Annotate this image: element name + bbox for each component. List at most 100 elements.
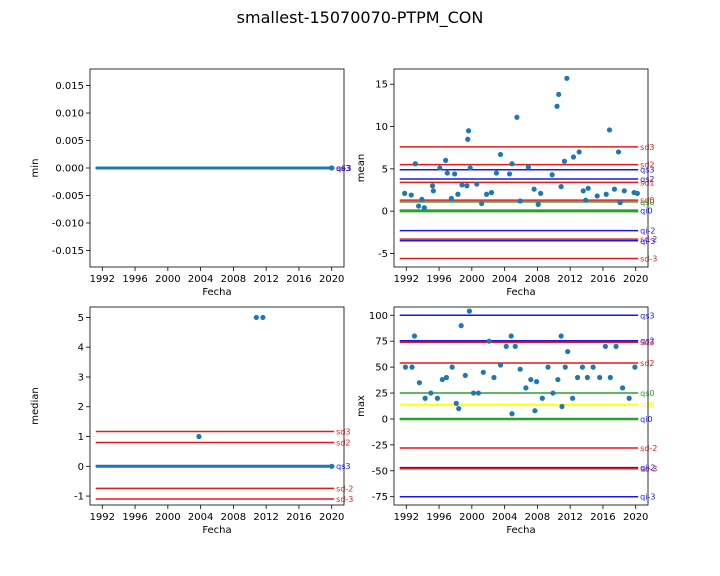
- subplot-mean: sd3sd2qs3qs2sd1sd0qs0qi0qi-2sd-2qi-3sd-3…: [356, 68, 657, 298]
- y-tick-label: -5: [378, 249, 388, 260]
- data-point: [517, 366, 523, 372]
- y-axis-label: mean: [356, 154, 367, 182]
- x-tick-label: 2012: [557, 512, 582, 523]
- x-tick-label: 1992: [394, 512, 419, 523]
- data-point: [574, 374, 581, 381]
- y-tick-label: 75: [375, 337, 388, 348]
- data-point: [434, 395, 441, 401]
- x-tick-label: 1992: [90, 274, 115, 285]
- reference-label-sd-2: sd-2: [640, 444, 657, 453]
- x-tick-label: 2004: [492, 512, 517, 523]
- data-point: [459, 182, 465, 188]
- data-point: [558, 333, 564, 339]
- data-point: [545, 364, 551, 370]
- y-tick-label: -75: [372, 492, 388, 503]
- reference-label-sd2: sd2: [640, 161, 654, 170]
- y-tick-label: 15: [375, 80, 388, 91]
- data-point: [455, 191, 461, 197]
- reference-label-qi0: qi0: [640, 415, 652, 424]
- x-tick-label: 1996: [122, 512, 147, 523]
- y-tick-label: -0.010: [52, 219, 84, 230]
- data-point: [579, 364, 586, 370]
- y-tick-label: 0.005: [55, 136, 84, 147]
- x-tick-label: 1996: [426, 512, 451, 523]
- data-point: [416, 380, 422, 386]
- data-point: [429, 183, 436, 189]
- y-tick-label: -25: [372, 440, 388, 451]
- data-point: [559, 403, 565, 410]
- data-point: [584, 374, 590, 381]
- data-point: [535, 201, 541, 207]
- y-tick-label: 5: [382, 164, 388, 175]
- data-point: [408, 192, 414, 198]
- reference-label-sd3: sd3: [640, 338, 654, 347]
- data-point: [483, 191, 490, 197]
- data-point: [329, 165, 335, 171]
- data-point: [514, 114, 520, 120]
- y-tick-label: 1: [78, 432, 84, 443]
- data-point: [467, 165, 473, 171]
- x-tick-label: 1996: [426, 274, 451, 285]
- y-tick-label: 10: [375, 122, 388, 133]
- data-point: [448, 195, 454, 202]
- reference-label-qs3: qs3: [640, 311, 654, 320]
- data-point: [443, 157, 449, 163]
- data-point: [456, 405, 462, 412]
- x-tick-label: 2000: [459, 274, 484, 285]
- x-tick-label: 2008: [525, 274, 550, 285]
- x-tick-label: 2000: [459, 512, 484, 523]
- data-point: [626, 395, 632, 401]
- x-tick-label: 2016: [590, 512, 615, 523]
- reference-label-sd-3: sd-3: [336, 495, 353, 504]
- figure-title: smallest-15070070-PTPM_CON: [236, 8, 484, 27]
- x-tick-label: 2004: [492, 274, 517, 285]
- x-tick-label: 2016: [286, 512, 311, 523]
- x-tick-label: 2012: [557, 274, 582, 285]
- reference-label-sd1: sd1: [640, 178, 654, 187]
- x-tick-label: 2000: [155, 512, 180, 523]
- data-point: [512, 343, 518, 349]
- data-point: [444, 170, 450, 176]
- reference-label-qs3: qs3: [336, 164, 350, 173]
- reference-label-sd-2: sd-2: [336, 484, 353, 493]
- x-tick-label: 2012: [253, 512, 278, 523]
- data-point: [493, 170, 500, 176]
- data-point: [422, 395, 428, 401]
- data-point: [509, 161, 515, 167]
- data-point: [528, 376, 534, 383]
- y-tick-label: 0.015: [55, 81, 84, 92]
- data-point: [253, 314, 259, 321]
- reference-label-qs2: qs2: [640, 337, 654, 346]
- data-point: [538, 190, 544, 196]
- reference-label-qs0: qs0: [640, 389, 654, 398]
- y-axis-label: max: [356, 395, 367, 417]
- reference-label-sd2: sd2: [640, 359, 654, 368]
- data-point: [570, 395, 576, 401]
- reference-label-qs2: qs2: [640, 175, 654, 184]
- data-point: [458, 323, 464, 329]
- data-point: [549, 172, 555, 178]
- data-point: [525, 164, 531, 170]
- x-tick-label: 2020: [623, 512, 648, 523]
- data-point: [607, 374, 613, 381]
- data-point: [452, 171, 458, 177]
- data-point: [576, 149, 582, 155]
- y-tick-label: 0.000: [55, 164, 84, 175]
- data-point: [449, 364, 455, 370]
- x-tick-label: 2020: [319, 274, 344, 285]
- data-point: [517, 198, 523, 204]
- data-point: [508, 333, 514, 339]
- data-point: [474, 181, 480, 187]
- data-point: [583, 197, 589, 203]
- data-point: [480, 369, 486, 375]
- data-point: [415, 203, 422, 209]
- reference-label-qs3: qs3: [640, 166, 654, 175]
- data-point: [464, 183, 470, 189]
- data-point: [475, 390, 481, 396]
- data-point: [409, 364, 415, 370]
- data-point: [453, 400, 459, 407]
- x-tick-label: 1992: [394, 274, 419, 285]
- data-point: [564, 75, 570, 81]
- data-point: [561, 158, 568, 164]
